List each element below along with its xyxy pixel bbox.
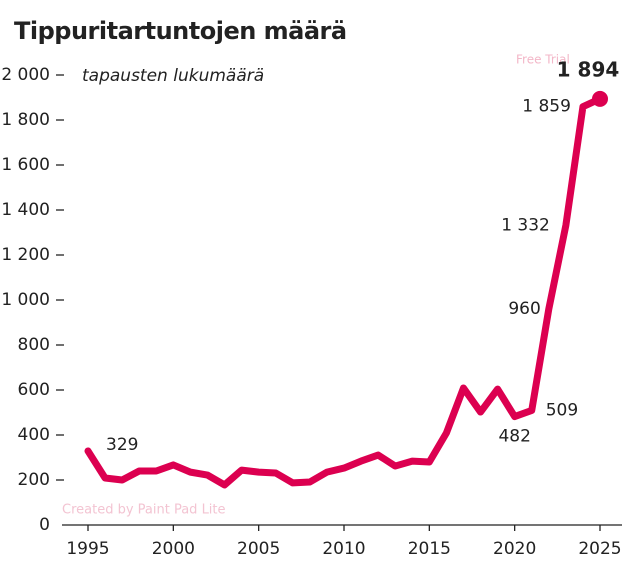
x-tick-label: 2020 — [493, 539, 536, 559]
end-point — [592, 90, 608, 107]
x-tick-label: 2005 — [237, 539, 280, 559]
x-tick-label: 1995 — [66, 539, 109, 559]
y-tick-label: 200 — [18, 470, 50, 490]
y-tick-label: 1 400 — [1, 200, 50, 220]
data-label: 509 — [546, 400, 578, 420]
x-tick-label: 2010 — [322, 539, 365, 559]
y-tick-label: 600 — [18, 380, 50, 400]
data-label: 1 332 — [501, 215, 550, 235]
chart-title: Tippuritartuntojen määrä — [14, 17, 347, 45]
x-tick-label: 2015 — [408, 539, 451, 559]
y-tick-label: 800 — [18, 335, 50, 355]
x-tick-label: 2025 — [578, 539, 621, 559]
data-line — [84, 95, 604, 489]
y-tick-label: 2 000 — [1, 65, 50, 85]
data-label: 1 859 — [522, 97, 571, 117]
y-axis-label: tapausten lukumäärä — [82, 66, 264, 86]
data-label: 960 — [508, 299, 540, 319]
y-tick-label: 1 600 — [1, 155, 50, 175]
y-tick-label: 400 — [18, 425, 50, 445]
data-label: 482 — [498, 427, 530, 447]
y-tick-label: 1 800 — [1, 110, 50, 130]
y-tick-label: 1 200 — [1, 245, 50, 265]
y-tick-label: 1 000 — [1, 290, 50, 310]
data-label: 1 894 — [557, 57, 620, 81]
watermark: Free Trial — [516, 53, 570, 67]
watermark: Created by Paint Pad Lite — [62, 503, 226, 518]
data-label: 329 — [106, 435, 138, 455]
y-tick-label: 0 — [39, 515, 50, 535]
x-tick-label: 2000 — [152, 539, 195, 559]
